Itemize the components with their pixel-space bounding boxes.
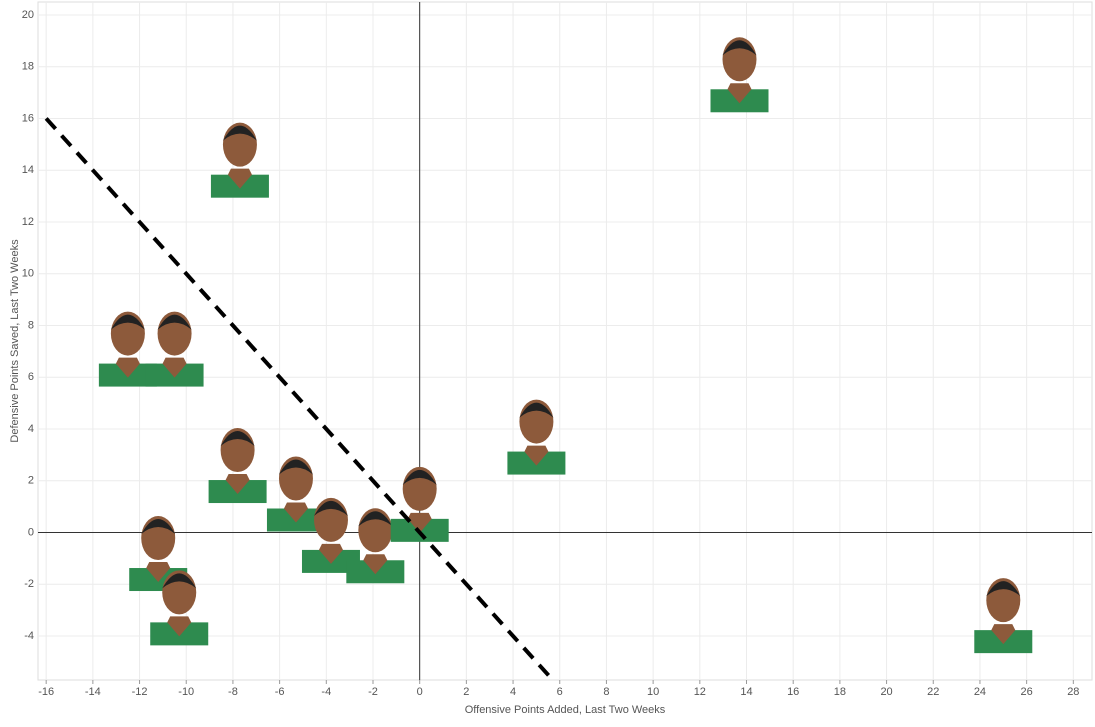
x-tick-label: 26 bbox=[1021, 686, 1033, 698]
hair bbox=[157, 314, 192, 330]
hair bbox=[278, 459, 313, 475]
y-tick-label: 6 bbox=[28, 371, 34, 383]
hair bbox=[313, 500, 348, 516]
hair bbox=[222, 125, 257, 141]
neck bbox=[146, 562, 171, 583]
x-axis-title: Offensive Points Added, Last Two Weeks bbox=[465, 704, 666, 716]
neck bbox=[162, 357, 187, 378]
neck bbox=[167, 616, 192, 637]
y-tick-label: 10 bbox=[22, 268, 34, 280]
neck bbox=[407, 512, 432, 533]
x-tick-label: 18 bbox=[834, 686, 846, 698]
y-tick-label: 4 bbox=[28, 423, 34, 435]
hair bbox=[722, 40, 757, 56]
x-tick-label: 24 bbox=[974, 686, 986, 698]
player-marker bbox=[145, 311, 204, 387]
x-tick-label: 14 bbox=[740, 686, 752, 698]
x-tick-label: 28 bbox=[1067, 686, 1079, 698]
x-tick-label: 22 bbox=[927, 686, 939, 698]
hair bbox=[220, 431, 255, 447]
hair bbox=[162, 573, 197, 589]
player-marker bbox=[266, 456, 325, 532]
x-tick-label: 0 bbox=[417, 686, 423, 698]
x-tick-label: 16 bbox=[787, 686, 799, 698]
player-marker bbox=[210, 122, 269, 198]
neck bbox=[727, 83, 752, 104]
x-tick-label: 8 bbox=[603, 686, 609, 698]
hair bbox=[141, 519, 176, 535]
hair bbox=[402, 469, 437, 485]
plot-area bbox=[37, 1, 1093, 681]
y-tick-label: 2 bbox=[28, 475, 34, 487]
y-tick-label: -4 bbox=[24, 630, 34, 642]
y-tick-label: 12 bbox=[22, 216, 34, 228]
x-tick-label: -10 bbox=[178, 686, 194, 698]
y-axis-title: Defensive Points Saved, Last Two Weeks bbox=[9, 239, 21, 443]
x-tick-label: -2 bbox=[368, 686, 378, 698]
neck bbox=[227, 168, 252, 189]
neck bbox=[524, 445, 549, 466]
player-marker bbox=[507, 399, 566, 475]
player-marker bbox=[150, 570, 209, 646]
neck bbox=[115, 357, 140, 378]
player-marker bbox=[208, 428, 267, 504]
y-tick-label: -2 bbox=[24, 578, 34, 590]
x-tick-label: -4 bbox=[321, 686, 331, 698]
x-tick-label: -8 bbox=[228, 686, 238, 698]
y-tick-label: 14 bbox=[22, 164, 34, 176]
x-tick-label: 4 bbox=[510, 686, 516, 698]
hair bbox=[986, 581, 1021, 597]
y-tick-label: 8 bbox=[28, 319, 34, 331]
hair bbox=[358, 511, 393, 527]
neck bbox=[225, 474, 250, 495]
player-marker bbox=[301, 497, 360, 573]
player-marker bbox=[346, 508, 405, 584]
y-tick-label: 16 bbox=[22, 112, 34, 124]
player-marker bbox=[974, 578, 1033, 654]
x-tick-label: -16 bbox=[38, 686, 54, 698]
neck bbox=[363, 554, 388, 575]
x-tick-label: 10 bbox=[647, 686, 659, 698]
neck bbox=[318, 543, 343, 564]
hair bbox=[110, 314, 145, 330]
x-tick-label: 12 bbox=[694, 686, 706, 698]
y-tick-label: 18 bbox=[22, 61, 34, 73]
x-tick-label: 20 bbox=[880, 686, 892, 698]
neck bbox=[283, 502, 308, 523]
x-tick-label: -14 bbox=[85, 686, 101, 698]
x-tick-label: -6 bbox=[275, 686, 285, 698]
grid bbox=[38, 2, 1092, 680]
x-tick-label: -12 bbox=[132, 686, 148, 698]
player-marker bbox=[710, 37, 769, 113]
hair bbox=[519, 402, 554, 418]
y-tick-label: 0 bbox=[28, 526, 34, 538]
y-tick-label: 20 bbox=[22, 9, 34, 21]
neck bbox=[991, 624, 1016, 645]
plot bbox=[44, 37, 1033, 680]
x-tick-label: 6 bbox=[557, 686, 563, 698]
player-marker bbox=[98, 311, 157, 387]
reference-line bbox=[44, 117, 555, 680]
x-tick-label: 2 bbox=[463, 686, 469, 698]
